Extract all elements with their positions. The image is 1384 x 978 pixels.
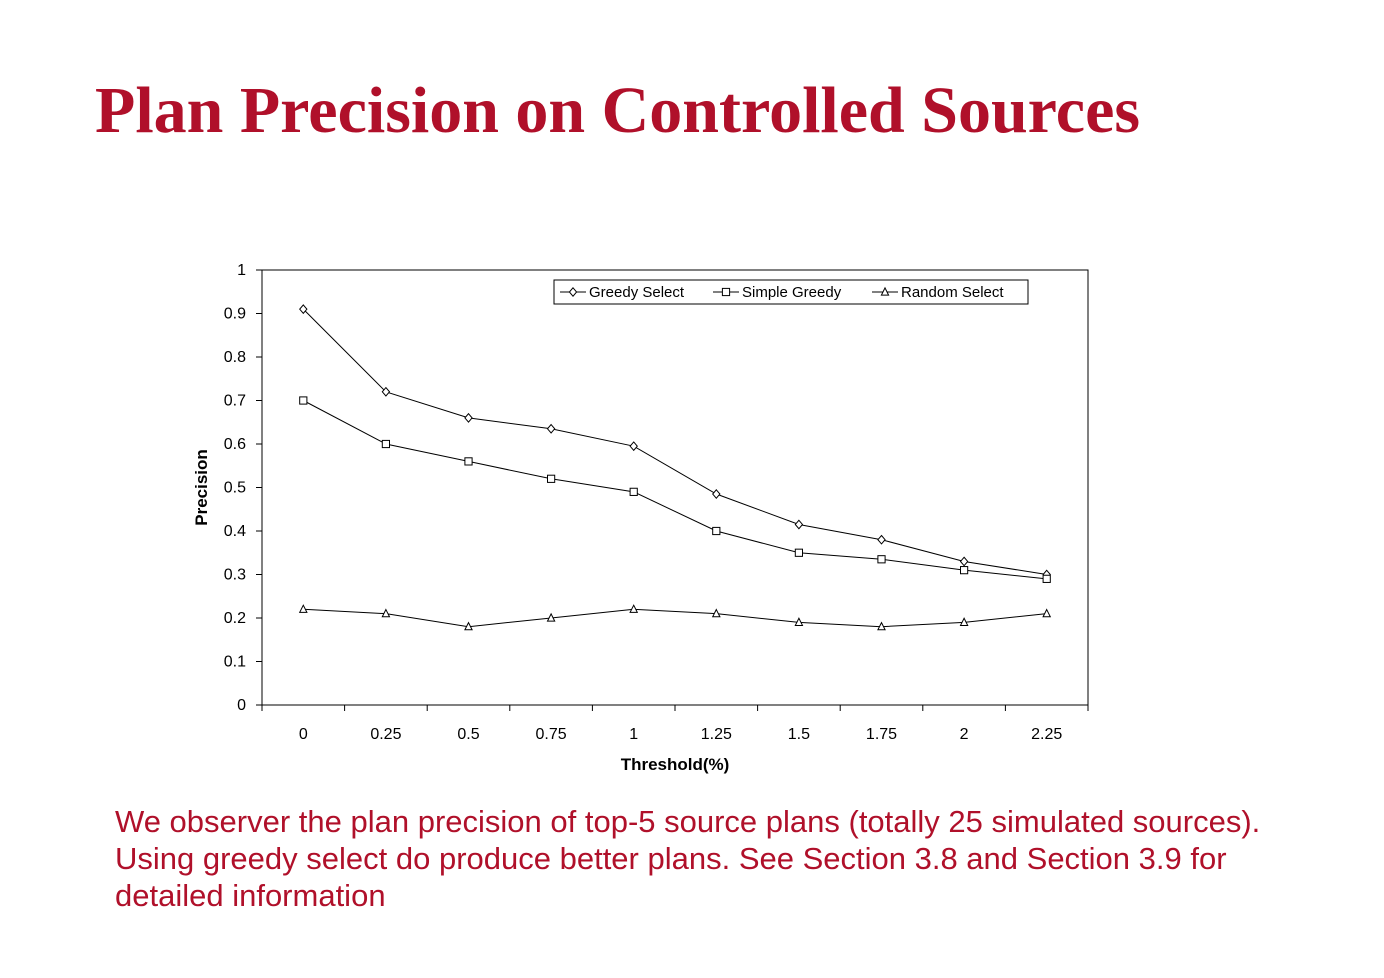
y-tick-label: 0.4 bbox=[224, 523, 246, 540]
series-line-random-select bbox=[303, 608, 1047, 628]
y-tick-label: 0.7 bbox=[224, 393, 246, 410]
data-point-simple-greedy bbox=[877, 555, 886, 564]
plot-frame bbox=[261, 269, 1089, 706]
data-point-greedy-select bbox=[877, 534, 886, 545]
legend-marker-simple-greedy bbox=[721, 287, 731, 297]
y-tick-label: 1 bbox=[237, 262, 246, 279]
legend-label-random-select: Random Select bbox=[901, 284, 1004, 301]
series-line-simple-greedy bbox=[303, 400, 1047, 580]
data-point-greedy-select bbox=[299, 304, 308, 315]
data-point-greedy-select bbox=[959, 556, 969, 567]
data-point-random-select bbox=[381, 608, 391, 618]
y-tick-label: 0.3 bbox=[224, 567, 246, 584]
data-point-random-select bbox=[711, 608, 721, 618]
data-point-greedy-select bbox=[712, 489, 721, 499]
y-axis-title: Precision bbox=[192, 449, 211, 526]
data-point-greedy-select bbox=[629, 441, 638, 452]
x-tick-label: 0.5 bbox=[457, 726, 479, 743]
x-tick-label: 0.25 bbox=[370, 726, 401, 743]
legend-label-greedy-select: Greedy Select bbox=[589, 284, 685, 301]
x-tick-label: 0.75 bbox=[536, 726, 567, 743]
data-point-simple-greedy bbox=[960, 566, 969, 575]
data-point-random-select bbox=[794, 617, 804, 626]
data-point-greedy-select bbox=[381, 386, 391, 397]
legend-marker-greedy-select bbox=[568, 287, 578, 297]
x-tick-label: 0 bbox=[299, 726, 308, 743]
slide-title: Plan Precision on Controlled Sources bbox=[95, 74, 1141, 147]
slide-caption: We observer the plan precision of top-5 … bbox=[115, 804, 1261, 913]
data-point-simple-greedy bbox=[547, 474, 556, 483]
data-point-greedy-select bbox=[546, 423, 556, 434]
x-tick-label: 1.75 bbox=[866, 726, 897, 743]
x-axis-title: Threshold(%) bbox=[621, 755, 730, 774]
legend-box bbox=[553, 279, 1029, 305]
data-point-simple-greedy bbox=[794, 548, 803, 557]
x-tick-label: 2.25 bbox=[1031, 726, 1062, 743]
legend-marker-random-select bbox=[880, 286, 890, 296]
data-point-random-select bbox=[959, 617, 969, 626]
data-point-simple-greedy bbox=[464, 457, 473, 466]
data-point-greedy-select bbox=[794, 519, 804, 530]
y-tick-label: 0.2 bbox=[224, 610, 246, 627]
data-point-random-select bbox=[877, 621, 886, 631]
series-line-greedy-select bbox=[302, 308, 1047, 575]
x-tick-label: 2 bbox=[960, 726, 969, 743]
data-point-simple-greedy bbox=[629, 487, 638, 496]
x-tick-label: 1.5 bbox=[788, 726, 810, 743]
y-tick-label: 0.6 bbox=[224, 436, 246, 453]
y-tick-label: 0.8 bbox=[224, 349, 246, 366]
x-tick-label: 1.25 bbox=[701, 726, 732, 743]
data-point-random-select bbox=[1042, 608, 1052, 618]
data-point-random-select bbox=[629, 604, 639, 613]
x-tick-label: 1 bbox=[629, 726, 638, 743]
y-tick-label: 0.5 bbox=[224, 480, 246, 497]
data-point-random-select bbox=[546, 612, 556, 622]
y-tick-label: 0.9 bbox=[224, 306, 246, 323]
y-tick-label: 0.1 bbox=[224, 654, 246, 671]
data-point-simple-greedy bbox=[299, 396, 308, 405]
data-point-random-select bbox=[298, 604, 308, 613]
data-point-greedy-select bbox=[464, 412, 473, 423]
data-point-random-select bbox=[464, 621, 473, 631]
y-tick-label: 0 bbox=[237, 697, 246, 714]
legend-label-simple-greedy: Simple Greedy bbox=[742, 284, 842, 301]
data-point-simple-greedy bbox=[712, 526, 721, 536]
data-point-simple-greedy bbox=[381, 439, 390, 449]
data-point-simple-greedy bbox=[1042, 574, 1051, 583]
